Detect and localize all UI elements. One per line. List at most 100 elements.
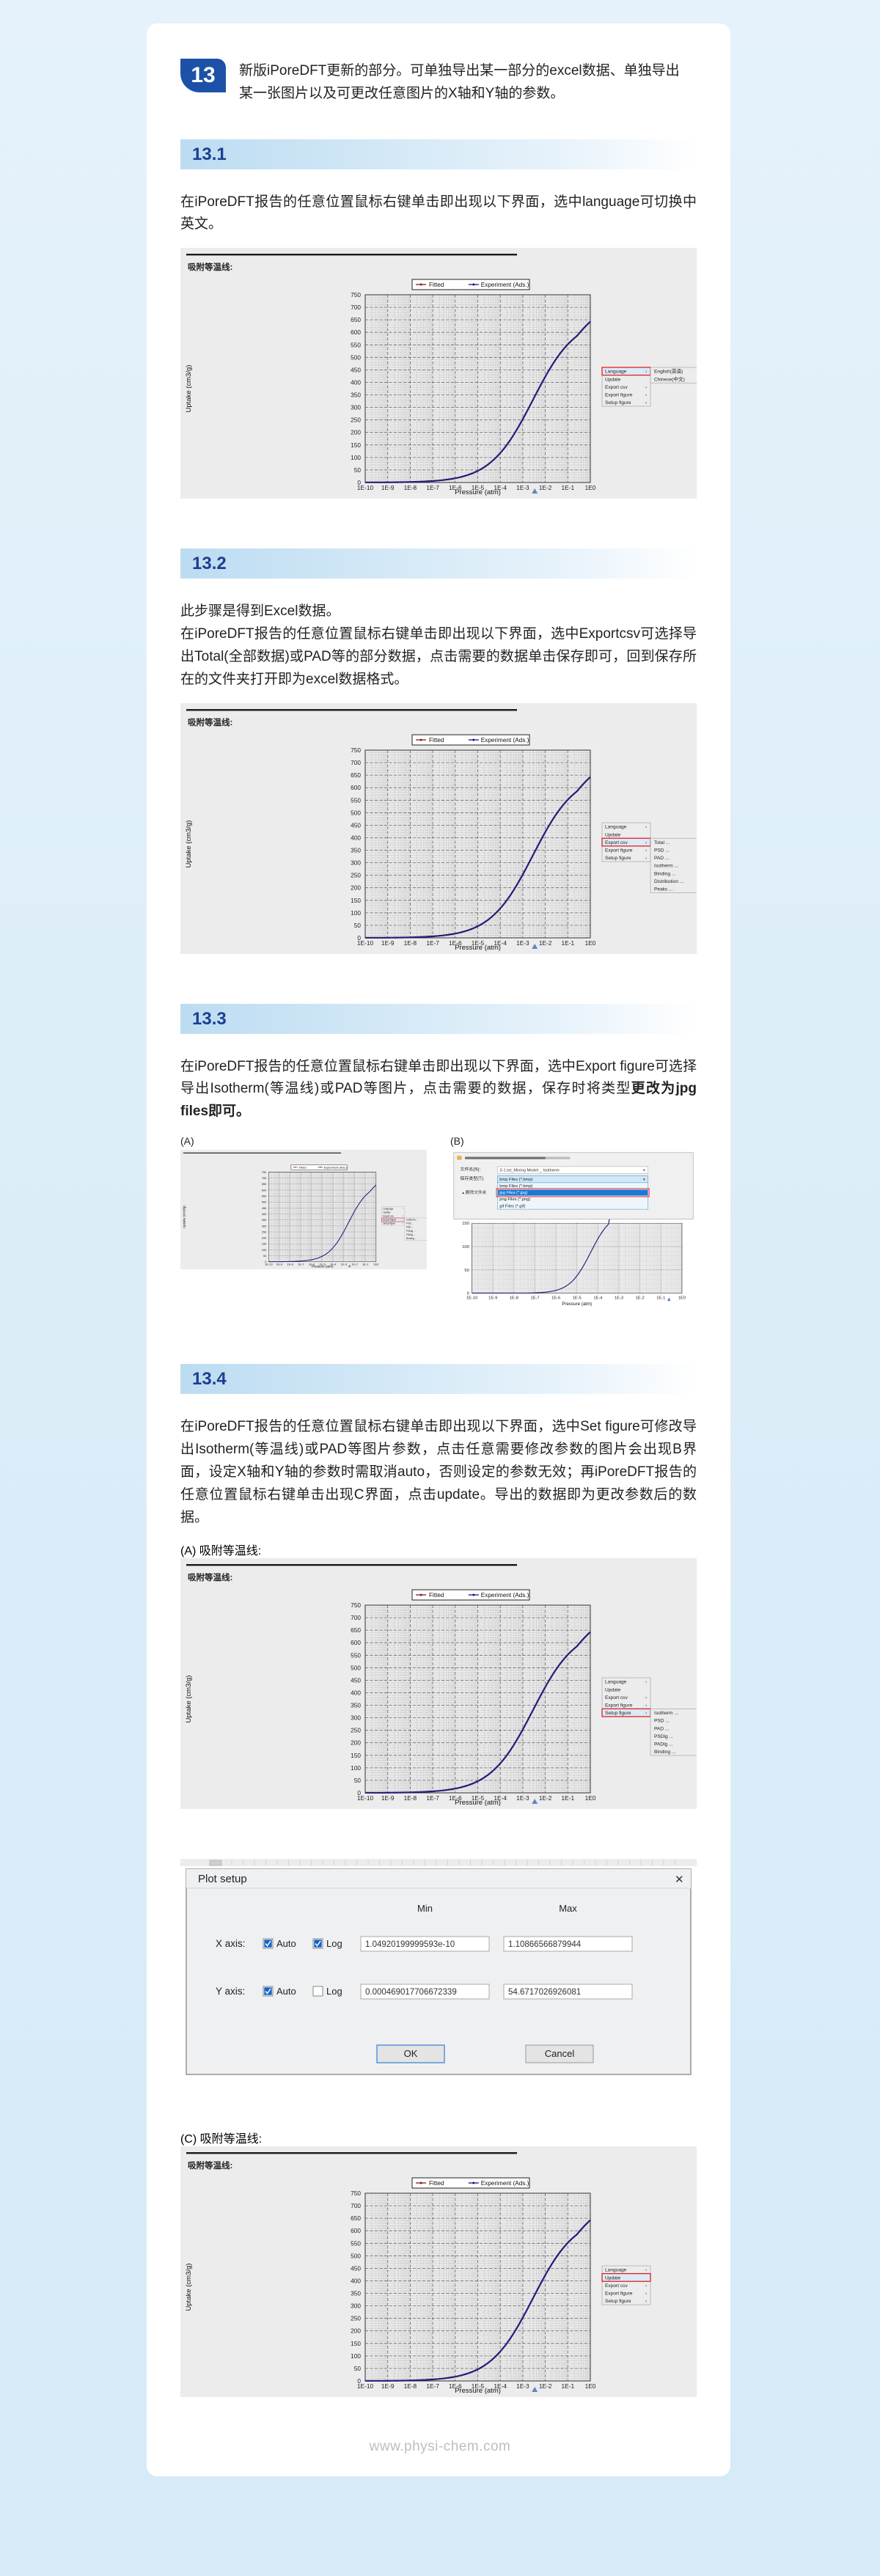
svg-text:Auto: Auto (276, 1938, 296, 1949)
svg-text:Export figure: Export figure (605, 848, 633, 853)
svg-text:›: › (645, 393, 647, 398)
svg-text:600: 600 (351, 784, 361, 791)
svg-text:›: › (645, 1711, 647, 1716)
svg-text:650: 650 (351, 1626, 361, 1634)
svg-text:Export csv: Export csv (383, 1215, 394, 1218)
svg-text:1E0: 1E0 (585, 2382, 596, 2390)
svg-text:Setup figure: Setup figure (605, 400, 631, 406)
svg-text:150: 150 (351, 441, 361, 449)
svg-text:750: 750 (351, 291, 361, 298)
svg-text:Total ...: Total ... (654, 840, 670, 845)
svg-text:›: › (645, 2299, 647, 2304)
svg-text:jpg Files (*.jpg): jpg Files (*.jpg) (499, 1191, 527, 1195)
svg-text:Uptake (cm3/g): Uptake (cm3/g) (183, 1206, 186, 1228)
svg-text:Uptake (cm3/g): Uptake (cm3/g) (185, 2264, 193, 2311)
svg-text:1E-2: 1E-2 (636, 1296, 645, 1300)
svg-text:Pressure (atm): Pressure (atm) (455, 944, 501, 952)
svg-text:PAD ...: PAD ... (406, 1226, 414, 1229)
svg-text:700: 700 (351, 759, 361, 766)
svg-text:›: › (645, 370, 647, 375)
svg-text:450: 450 (351, 1677, 361, 1684)
svg-text:200: 200 (262, 1236, 267, 1240)
svg-text:›: › (645, 824, 647, 829)
svg-text:1E-5: 1E-5 (573, 1296, 582, 1300)
svg-text:✕: ✕ (675, 1874, 684, 1886)
svg-text:1.04920199999593e-10: 1.04920199999593e-10 (365, 1940, 455, 1949)
svg-text:PADlg ...: PADlg ... (654, 1742, 673, 1747)
svg-text:Uptake (cm3/g): Uptake (cm3/g) (185, 365, 193, 413)
svg-text:1E-9: 1E-9 (276, 1262, 283, 1266)
svg-text:1E0: 1E0 (585, 1794, 596, 1802)
svg-text:100: 100 (351, 454, 361, 461)
svg-text:750: 750 (351, 2190, 361, 2197)
svg-text:PAD ...: PAD ... (654, 856, 670, 861)
svg-text:150: 150 (462, 1222, 469, 1226)
svg-text:650: 650 (262, 1182, 267, 1186)
svg-text:Experiment (Ads.): Experiment (Ads.) (481, 1592, 529, 1599)
svg-text:Export figure: Export figure (383, 1219, 396, 1222)
svg-text:Language: Language (605, 824, 627, 829)
svg-text:1E-10: 1E-10 (466, 1296, 477, 1300)
svg-text:1E-3: 1E-3 (516, 1794, 529, 1802)
svg-text:500: 500 (351, 354, 361, 362)
svg-text:1E0: 1E0 (373, 1262, 379, 1266)
svg-text:gif Files (*.gif): gif Files (*.gif) (499, 1204, 525, 1208)
svg-text:1E-9: 1E-9 (381, 939, 395, 947)
svg-text:550: 550 (351, 2240, 361, 2247)
svg-text:50: 50 (464, 1269, 469, 1273)
svg-text:400: 400 (351, 834, 361, 841)
svg-text:bmp Files (*.bmp): bmp Files (*.bmp) (499, 1178, 532, 1182)
svg-text:PSD ...: PSD ... (406, 1222, 414, 1225)
svg-text:350: 350 (351, 2290, 361, 2297)
svg-text:1E-4: 1E-4 (593, 1296, 603, 1300)
svg-text:1E-2: 1E-2 (539, 939, 552, 947)
svg-text:300: 300 (351, 2302, 361, 2310)
svg-text:0: 0 (467, 1292, 469, 1296)
svg-text:54.6717026926081: 54.6717026926081 (508, 1988, 581, 1997)
svg-text:PSDlg ...: PSDlg ... (406, 1230, 415, 1233)
svg-text:English(英语): English(英语) (654, 368, 683, 375)
svg-text:Binding ...: Binding ... (654, 871, 675, 876)
svg-text:Chinese(中文): Chinese(中文) (654, 376, 685, 383)
svg-text:吸附等温线:: 吸附等温线: (188, 262, 232, 272)
svg-text:400: 400 (262, 1212, 267, 1216)
svg-text:Binding ...: Binding ... (654, 1750, 675, 1755)
svg-text:Fitted: Fitted (429, 737, 444, 744)
svg-text:Distribution ...: Distribution ... (654, 878, 683, 884)
svg-text:1E-8: 1E-8 (510, 1296, 518, 1300)
svg-text:50: 50 (354, 466, 362, 474)
svg-text:1E-10: 1E-10 (357, 939, 374, 947)
svg-text:1E-7: 1E-7 (530, 1296, 539, 1300)
svg-text:›: › (645, 1695, 647, 1700)
svg-text:550: 550 (351, 342, 361, 349)
svg-text:1E-2: 1E-2 (539, 1794, 552, 1802)
svg-text:›: › (645, 1703, 647, 1709)
svg-text:1E-3: 1E-3 (341, 1262, 348, 1266)
svg-text:1E-10: 1E-10 (357, 484, 374, 491)
svg-text:Isotherm ...: Isotherm ... (406, 1219, 418, 1222)
svg-text:1E-3: 1E-3 (615, 1296, 623, 1300)
svg-text:Language: Language (605, 370, 627, 375)
svg-text:1E-3: 1E-3 (516, 2382, 529, 2390)
svg-text:Export figure: Export figure (605, 393, 633, 398)
svg-text:Isotherm ...: Isotherm ... (654, 1711, 678, 1716)
svg-text:1E-1: 1E-1 (562, 939, 575, 947)
svg-text:1E-7: 1E-7 (426, 484, 439, 491)
svg-text:750: 750 (351, 1601, 361, 1609)
svg-text:Min: Min (417, 1903, 433, 1914)
svg-text:550: 550 (262, 1195, 267, 1198)
svg-text:350: 350 (262, 1218, 267, 1222)
svg-text:100: 100 (351, 909, 361, 916)
svg-text:Experiment (Ads.): Experiment (Ads.) (481, 737, 529, 744)
svg-text:Export figure: Export figure (605, 1703, 633, 1709)
svg-text:PADlg ...: PADlg ... (406, 1233, 415, 1236)
svg-text:1E-8: 1E-8 (404, 2382, 417, 2390)
svg-text:450: 450 (351, 367, 361, 374)
svg-text:Update: Update (605, 832, 621, 837)
svg-text:Update: Update (605, 1688, 621, 1693)
svg-text:550: 550 (351, 796, 361, 804)
svg-text:1E-1: 1E-1 (562, 484, 575, 491)
svg-text:200: 200 (351, 429, 361, 436)
svg-text:250: 250 (262, 1230, 267, 1233)
svg-text:1E-1: 1E-1 (362, 1262, 368, 1266)
